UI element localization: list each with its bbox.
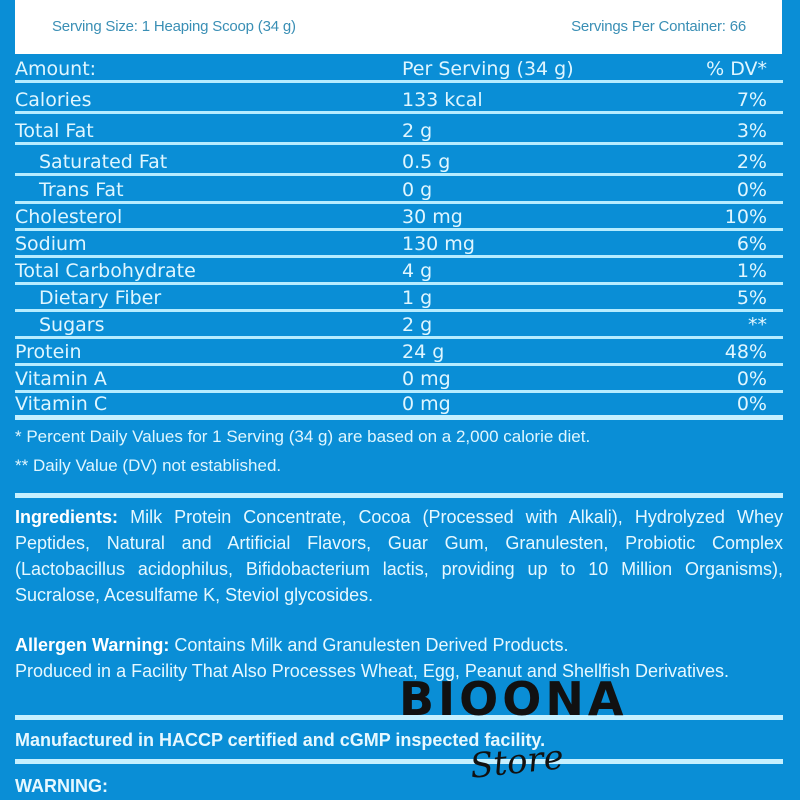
nutrient-name: Saturated Fat — [39, 151, 168, 173]
table-row: Vitamin C 0 mg 0% — [15, 393, 783, 420]
nutrient-amount: 0 mg — [402, 393, 451, 415]
nutrient-dv: 1% — [736, 260, 767, 282]
nutrient-dv: 6% — [736, 233, 767, 255]
allergen-label: Allergen Warning: — [15, 635, 170, 655]
nutrient-name: Vitamin A — [15, 368, 107, 390]
manufactured-statement: Manufactured in HACCP certified and cGMP… — [15, 730, 546, 750]
nutrient-dv: 10% — [724, 206, 767, 228]
nutrient-name: Vitamin C — [15, 393, 108, 415]
servings-per-container: Servings Per Container: 66 — [571, 18, 746, 35]
table-row: Sugars 2 g ** — [15, 312, 783, 339]
nutrient-dv: 2% — [736, 151, 767, 173]
nutrient-dv: 3% — [736, 120, 767, 142]
table-row: Protein 24 g 48% — [15, 339, 783, 366]
nutrient-amount: 0.5 g — [402, 151, 451, 173]
nutrient-amount: 2 g — [402, 120, 433, 142]
brand-watermark: BIOONA — [399, 672, 628, 726]
nutrient-name: Total Fat — [15, 120, 94, 142]
nutrient-amount: 133 kcal — [402, 89, 483, 111]
nutrient-name: Sodium — [15, 233, 87, 255]
nutrient-dv: 48% — [724, 341, 767, 363]
divider — [15, 759, 783, 764]
allergen-text: Contains Milk and Granulesten Derived Pr… — [169, 635, 569, 655]
header-dv: % DV* — [706, 58, 767, 80]
serving-info-box: Serving Size: 1 Heaping Scoop (34 g) Ser… — [15, 0, 782, 54]
warning-heading: WARNING: — [15, 776, 108, 796]
header-per-serving: Per Serving (34 g) — [402, 58, 574, 80]
nutrient-name: Dietary Fiber — [39, 287, 162, 309]
ingredients-text: Milk Protein Concentrate, Cocoa (Process… — [15, 507, 783, 605]
nutrient-amount: 24 g — [402, 341, 445, 363]
divider — [15, 493, 783, 498]
nutrient-amount: 0 mg — [402, 368, 451, 390]
nutrient-dv: 5% — [736, 287, 767, 309]
footnotes: * Percent Daily Values for 1 Serving (34… — [15, 427, 783, 485]
nutrient-dv: 0% — [736, 179, 767, 201]
nutrition-table: Amount: Per Serving (34 g) % DV* Calorie… — [15, 54, 783, 420]
nutrient-amount: 130 mg — [402, 233, 475, 255]
nutrient-name: Trans Fat — [39, 179, 124, 201]
table-row: Vitamin A 0 mg 0% — [15, 366, 783, 393]
nutrient-name: Protein — [15, 341, 82, 363]
nutrient-dv: 0% — [736, 393, 767, 415]
table-row: Trans Fat 0 g 0% — [15, 176, 783, 204]
table-row: Sodium 130 mg 6% — [15, 231, 783, 258]
nutrient-amount: 1 g — [402, 287, 433, 309]
table-header-row: Amount: Per Serving (34 g) % DV* — [15, 54, 783, 83]
table-row: Calories 133 kcal 7% — [15, 83, 783, 114]
nutrient-dv: 7% — [736, 89, 767, 111]
ingredients-label: Ingredients: — [15, 507, 119, 527]
nutrient-dv: ** — [748, 314, 767, 336]
header-amount: Amount: — [15, 58, 97, 80]
nutrient-name: Calories — [15, 89, 92, 111]
nutrient-amount: 2 g — [402, 314, 433, 336]
dv-footnote: * Percent Daily Values for 1 Serving (34… — [15, 427, 591, 446]
not-established-footnote: ** Daily Value (DV) not established. — [15, 456, 282, 475]
nutrient-name: Total Carbohydrate — [15, 260, 196, 282]
nutrient-amount: 0 g — [402, 179, 433, 201]
table-row: Total Carbohydrate 4 g 1% — [15, 258, 783, 285]
table-row: Total Fat 2 g 3% — [15, 114, 783, 145]
nutrient-name: Cholesterol — [15, 206, 123, 228]
table-row: Cholesterol 30 mg 10% — [15, 204, 783, 231]
divider — [15, 715, 783, 720]
serving-size: Serving Size: 1 Heaping Scoop (34 g) — [52, 18, 296, 35]
nutrient-dv: 0% — [736, 368, 767, 390]
table-row: Dietary Fiber 1 g 5% — [15, 285, 783, 312]
ingredients-section: Ingredients: Milk Protein Concentrate, C… — [15, 504, 783, 608]
nutrient-amount: 4 g — [402, 260, 433, 282]
allergen-section: Allergen Warning: Contains Milk and Gran… — [15, 632, 783, 684]
table-row: Saturated Fat 0.5 g 2% — [15, 145, 783, 176]
nutrient-amount: 30 mg — [402, 206, 463, 228]
facility-text: Produced in a Facility That Also Process… — [15, 661, 730, 681]
brand-watermark-sub: Store — [468, 737, 566, 787]
nutrient-name: Sugars — [39, 314, 105, 336]
